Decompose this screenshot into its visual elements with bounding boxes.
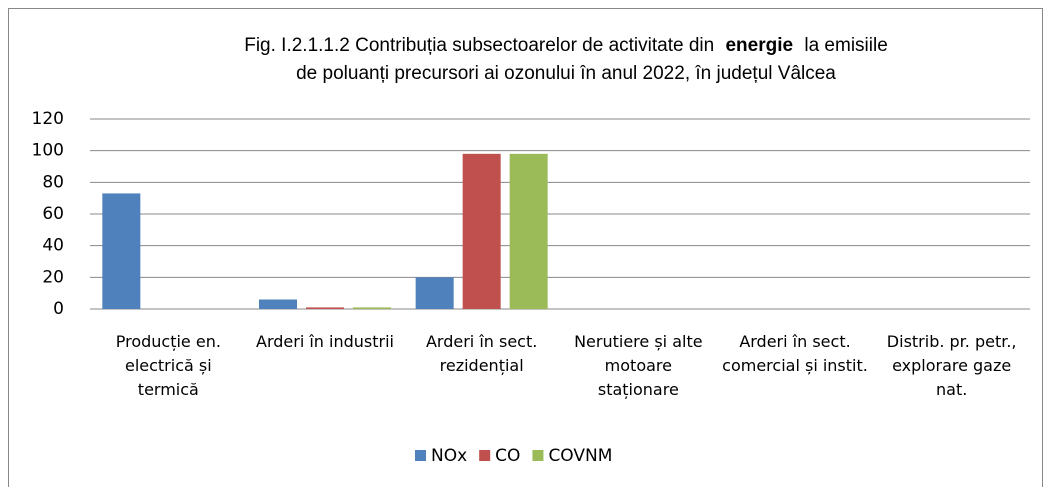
- x-tick-label: Nerutiere și alte motoare staționare: [574, 332, 703, 399]
- x-tick-label: Arderi în sect. rezidențial: [425, 332, 538, 375]
- y-tick-label: 120: [32, 109, 64, 129]
- bar: [353, 307, 391, 309]
- title-part: Fig. I.2.1.1.2 Contribuția subsectoarelo…: [244, 35, 714, 56]
- title-part: energie: [725, 35, 793, 56]
- legend-label: NOx: [431, 446, 467, 466]
- bar: [259, 299, 297, 309]
- chart-border: [8, 8, 1043, 487]
- y-tick-label: 20: [42, 267, 64, 287]
- y-tick-label: 0: [53, 299, 64, 319]
- x-tick-label: Arderi în industrii: [256, 332, 394, 351]
- bar: [415, 277, 454, 309]
- bar: [509, 153, 548, 309]
- legend-label: CO: [495, 446, 520, 466]
- bar: [462, 153, 501, 309]
- y-tick-label: 80: [42, 172, 64, 192]
- y-tick-label: 100: [32, 141, 64, 161]
- x-tick-label: Producție en. electrică și termică: [115, 332, 221, 399]
- legend-label: COVNM: [548, 446, 612, 466]
- legend-swatch: [532, 450, 544, 461]
- x-tick-label: Arderi în sect. comercial și instit.: [722, 332, 868, 375]
- y-tick-label: 60: [42, 204, 64, 224]
- title-part: la emisiile: [804, 35, 887, 56]
- chart-title: de poluanți precursori ai ozonului în an…: [296, 63, 836, 84]
- legend-swatch: [415, 450, 426, 461]
- bar: [102, 193, 141, 309]
- x-tick-label: Distrib. pr. petr., explorare gaze nat.: [886, 332, 1017, 399]
- bar: [306, 307, 344, 309]
- legend-swatch: [479, 450, 491, 461]
- y-tick-label: 40: [42, 236, 64, 256]
- chart-title: Fig. I.2.1.1.2 Contribuția subsectoarelo…: [244, 35, 888, 56]
